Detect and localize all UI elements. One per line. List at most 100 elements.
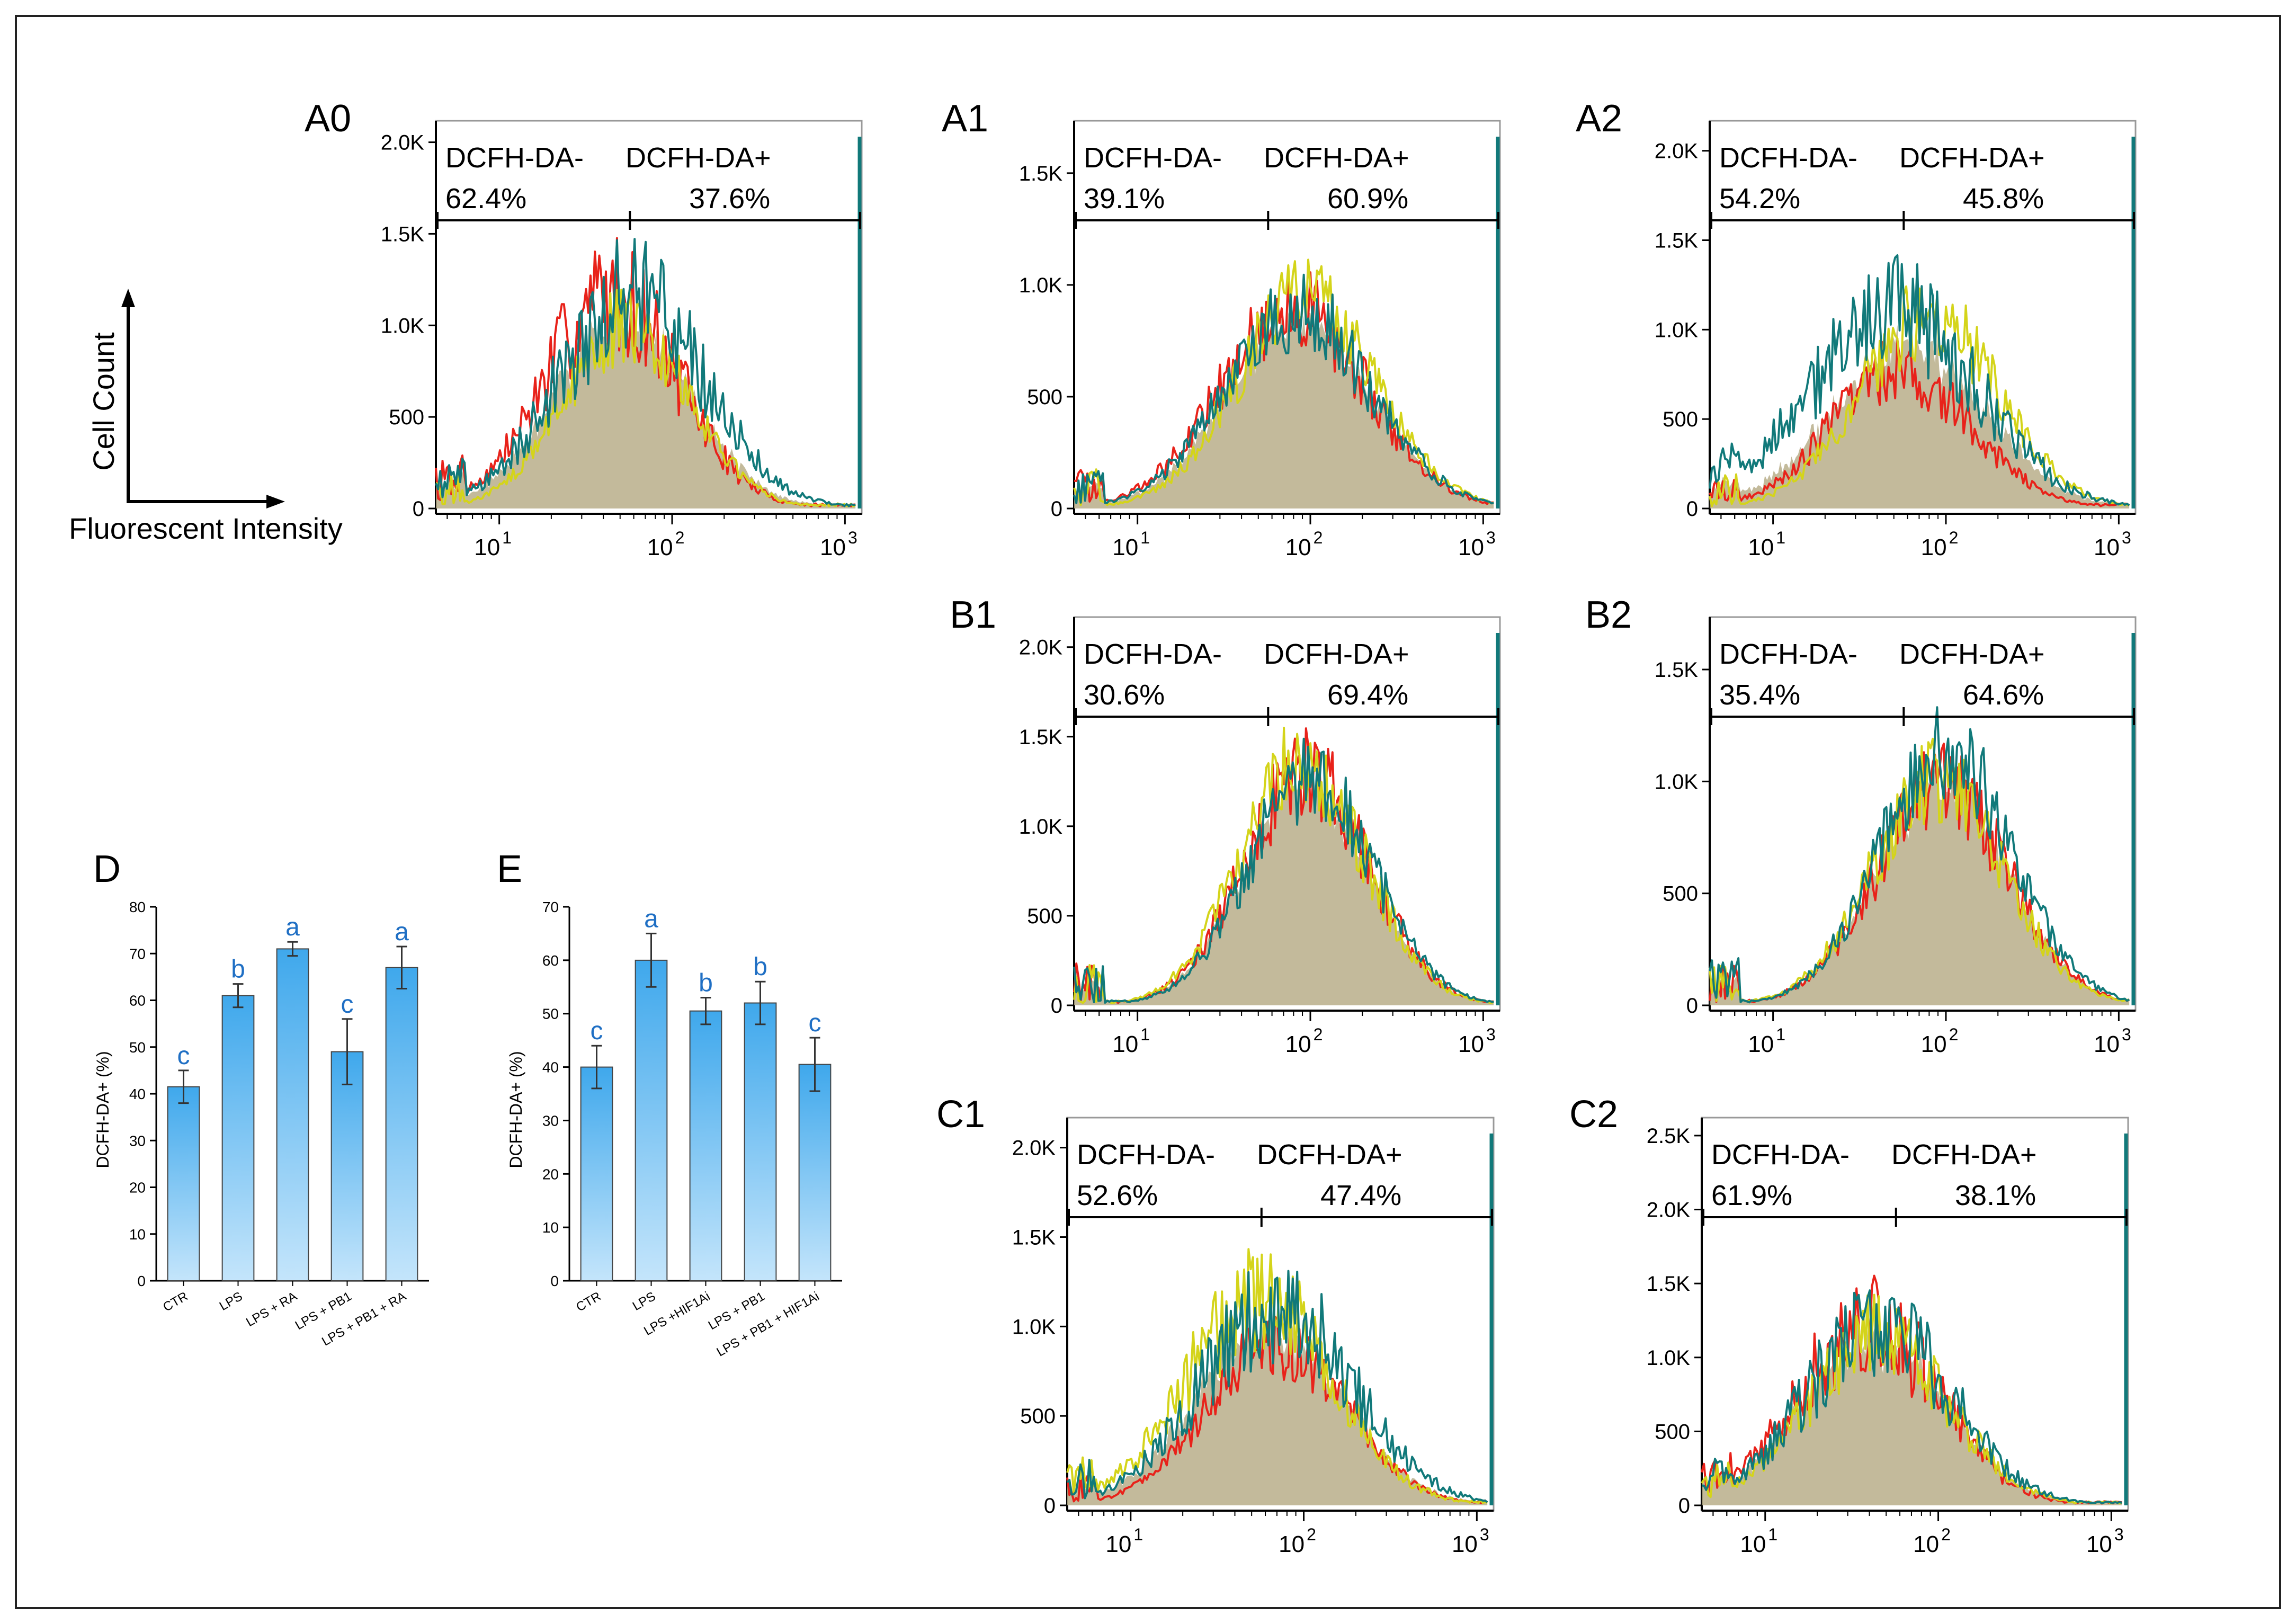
x-category-label: LPS + PB1 + HIF1Ai <box>714 1289 822 1360</box>
y-tick-label: 40 <box>129 1086 146 1102</box>
bar <box>385 967 418 1281</box>
panel-label-A0: A0 <box>305 97 351 140</box>
histogram-series-teal <box>435 238 856 507</box>
y-tick-label: 500 <box>389 406 424 429</box>
bar <box>798 1064 832 1281</box>
x-tick-exponent: 1 <box>1133 1525 1143 1544</box>
x-tick-label: 10 1 <box>474 528 512 560</box>
x-category-label: LPS + RA <box>244 1289 299 1329</box>
x-tick-exponent: 2 <box>1307 1525 1316 1544</box>
x-category-label: CTR <box>574 1289 603 1315</box>
y-tick-label: 2.0K <box>1019 636 1063 659</box>
x-tick-exponent: 1 <box>502 528 512 547</box>
significance-letter: c <box>177 1042 190 1070</box>
histogram-series-red <box>1709 743 2130 1004</box>
y-tick-label: 500 <box>1663 882 1698 906</box>
axis-legend-x-arrowhead <box>266 495 285 508</box>
gate-positive-percent: 45.8% <box>1963 183 2044 215</box>
y-tick-label: 70 <box>129 945 146 962</box>
histogram-fill-area <box>1074 773 1494 1005</box>
gate-negative-percent: 35.4% <box>1719 679 1800 711</box>
x-tick-label: 10 2 <box>1285 1025 1323 1057</box>
y-tick-label: 30 <box>542 1112 559 1129</box>
x-tick-exponent: 2 <box>675 528 685 547</box>
bar <box>580 1066 613 1281</box>
gate-positive-percent: 64.6% <box>1963 679 2044 711</box>
y-tick-label: 0 <box>1051 994 1062 1018</box>
x-tick-base: 10 <box>2086 1531 2112 1557</box>
x-tick-exponent: 3 <box>2122 528 2131 547</box>
x-tick-exponent: 3 <box>2122 1025 2131 1044</box>
y-tick-label: 60 <box>129 993 146 1009</box>
y-tick-label: 40 <box>542 1059 559 1076</box>
x-tick-label: 10 2 <box>1913 1525 1951 1557</box>
y-axis-label: DCFH-DA+ (%) <box>93 1051 112 1168</box>
histogram-series-red <box>1074 271 1494 505</box>
y-tick-label: 500 <box>1020 1405 1056 1428</box>
x-tick-label: 10 1 <box>1112 1025 1150 1057</box>
x-tick-label: 10 3 <box>2094 1025 2131 1057</box>
y-tick-label: 0 <box>1686 994 1698 1018</box>
gate-positive-label: DCFH-DA+ <box>1264 638 1409 670</box>
histogram-fill-area <box>436 273 856 508</box>
y-tick-label: 2.5K <box>1647 1125 1691 1148</box>
x-tick-base: 10 <box>1452 1531 1478 1557</box>
significance-letter: b <box>753 953 767 981</box>
y-tick-label: 0 <box>1044 1494 1056 1518</box>
histogram-series-teal <box>1066 1270 1488 1503</box>
x-tick-label: 10 3 <box>1458 528 1496 560</box>
y-tick-label: 20 <box>542 1166 559 1182</box>
gate-negative-label: DCFH-DA- <box>1077 1139 1215 1171</box>
gate-negative-percent: 30.6% <box>1084 679 1165 711</box>
x-category-label: LPS <box>217 1289 245 1314</box>
gate-negative-label: DCFH-DA- <box>1084 142 1222 174</box>
y-tick-label: 1.5K <box>1012 1226 1056 1249</box>
significance-letter: c <box>809 1009 821 1037</box>
y-tick-label: 70 <box>542 899 559 915</box>
histogram-series-yellow <box>435 289 856 507</box>
bar <box>689 1010 722 1281</box>
x-tick-label: 10 1 <box>1748 528 1785 560</box>
bar <box>221 995 255 1282</box>
gate-negative-percent: 61.9% <box>1711 1180 1792 1211</box>
y-axis-label: DCFH-DA+ (%) <box>506 1051 525 1168</box>
x-tick-exponent: 1 <box>1768 1525 1777 1544</box>
y-tick-label: 2.0K <box>1012 1137 1056 1160</box>
panel-label-D: D <box>93 848 121 890</box>
x-tick-exponent: 2 <box>1949 1025 1959 1044</box>
x-tick-exponent: 3 <box>1480 1525 1489 1544</box>
histogram-series-teal <box>1709 706 2130 1004</box>
y-tick-label: 0 <box>1686 497 1698 521</box>
x-tick-base: 10 <box>2094 1031 2120 1057</box>
gate-negative-percent: 62.4% <box>445 183 526 215</box>
histogram-series-red <box>1701 1274 2122 1505</box>
significance-letter: c <box>341 991 354 1019</box>
x-tick-base: 10 <box>1913 1531 1939 1557</box>
x-tick-base: 10 <box>1105 1531 1131 1557</box>
x-tick-label: 10 2 <box>1285 528 1323 560</box>
bar-chart-E: 0 10 20 30 40 50 60 70 DCFH-DA+ (%) c CTR a LPS b LPS … <box>506 899 842 1360</box>
y-tick-label: 10 <box>542 1219 559 1236</box>
bar <box>276 948 309 1282</box>
x-tick-base: 10 <box>820 534 846 560</box>
y-tick-label: 2.0K <box>1647 1199 1691 1222</box>
y-tick-label: 1.0K <box>1655 770 1699 793</box>
x-tick-exponent: 3 <box>1486 528 1496 547</box>
x-tick-label: 10 3 <box>820 528 857 560</box>
significance-letter: c <box>591 1017 603 1045</box>
x-tick-exponent: 3 <box>2114 1525 2124 1544</box>
x-tick-exponent: 1 <box>1140 1025 1150 1044</box>
y-tick-label: 0 <box>550 1273 559 1289</box>
gate-negative-percent: 52.6% <box>1077 1180 1158 1211</box>
y-tick-label: 30 <box>129 1132 146 1149</box>
y-tick-label: 1.5K <box>1019 726 1063 749</box>
gate-negative-label: DCFH-DA- <box>1084 638 1222 670</box>
y-tick-label: 50 <box>129 1039 146 1056</box>
x-tick-label: 10 2 <box>647 528 685 560</box>
x-tick-label: 10 2 <box>1921 1025 1959 1057</box>
x-tick-exponent: 3 <box>1486 1025 1496 1044</box>
